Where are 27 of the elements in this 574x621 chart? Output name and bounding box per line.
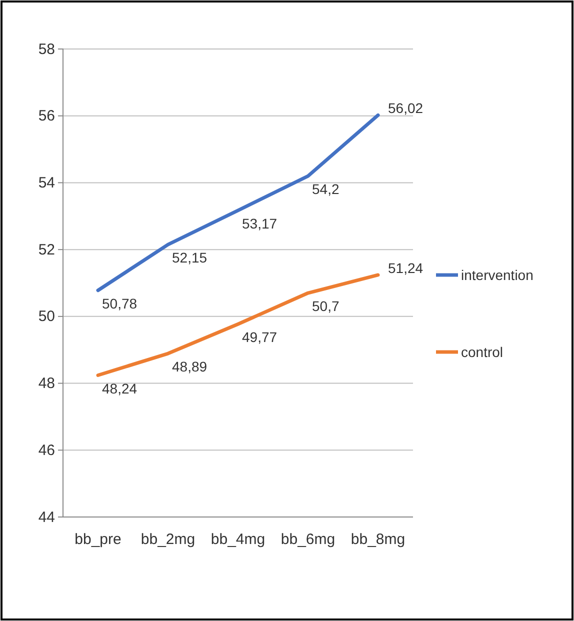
x-tick-label: bb_2mg (140, 531, 196, 548)
y-tick-label: 52 (38, 241, 55, 258)
data-label: 50,7 (312, 298, 340, 314)
data-label: 49,77 (242, 329, 278, 346)
data-label: 53,17 (242, 215, 278, 232)
data-label: 52,15 (172, 250, 208, 266)
y-tick-label: 54 (38, 174, 55, 192)
legend-label: control (461, 344, 504, 360)
y-tick-label: 58 (38, 40, 55, 58)
data-label: 51,24 (388, 260, 424, 276)
y-tick-label: 44 (38, 508, 55, 526)
x-tick-label: bb_pre (74, 531, 122, 548)
legend-label: intervention (461, 267, 534, 283)
line-series (96, 113, 380, 292)
x-tick-label: bb_4mg (210, 531, 266, 548)
x-tick-label: bb_8mg (350, 531, 406, 548)
y-tick-label: 56 (38, 108, 55, 125)
y-tick-label: 50 (38, 308, 55, 326)
y-tick-label: 48 (38, 375, 55, 392)
y-tick-label: 46 (38, 442, 55, 459)
data-label: 54,2 (312, 181, 340, 198)
x-tick-label: bb_6mg (280, 531, 336, 548)
data-label: 50,78 (102, 295, 138, 312)
data-label: 48,89 (172, 358, 208, 375)
data-label: 56,02 (388, 100, 424, 116)
data-label: 48,24 (102, 380, 138, 396)
line-series (96, 273, 380, 378)
